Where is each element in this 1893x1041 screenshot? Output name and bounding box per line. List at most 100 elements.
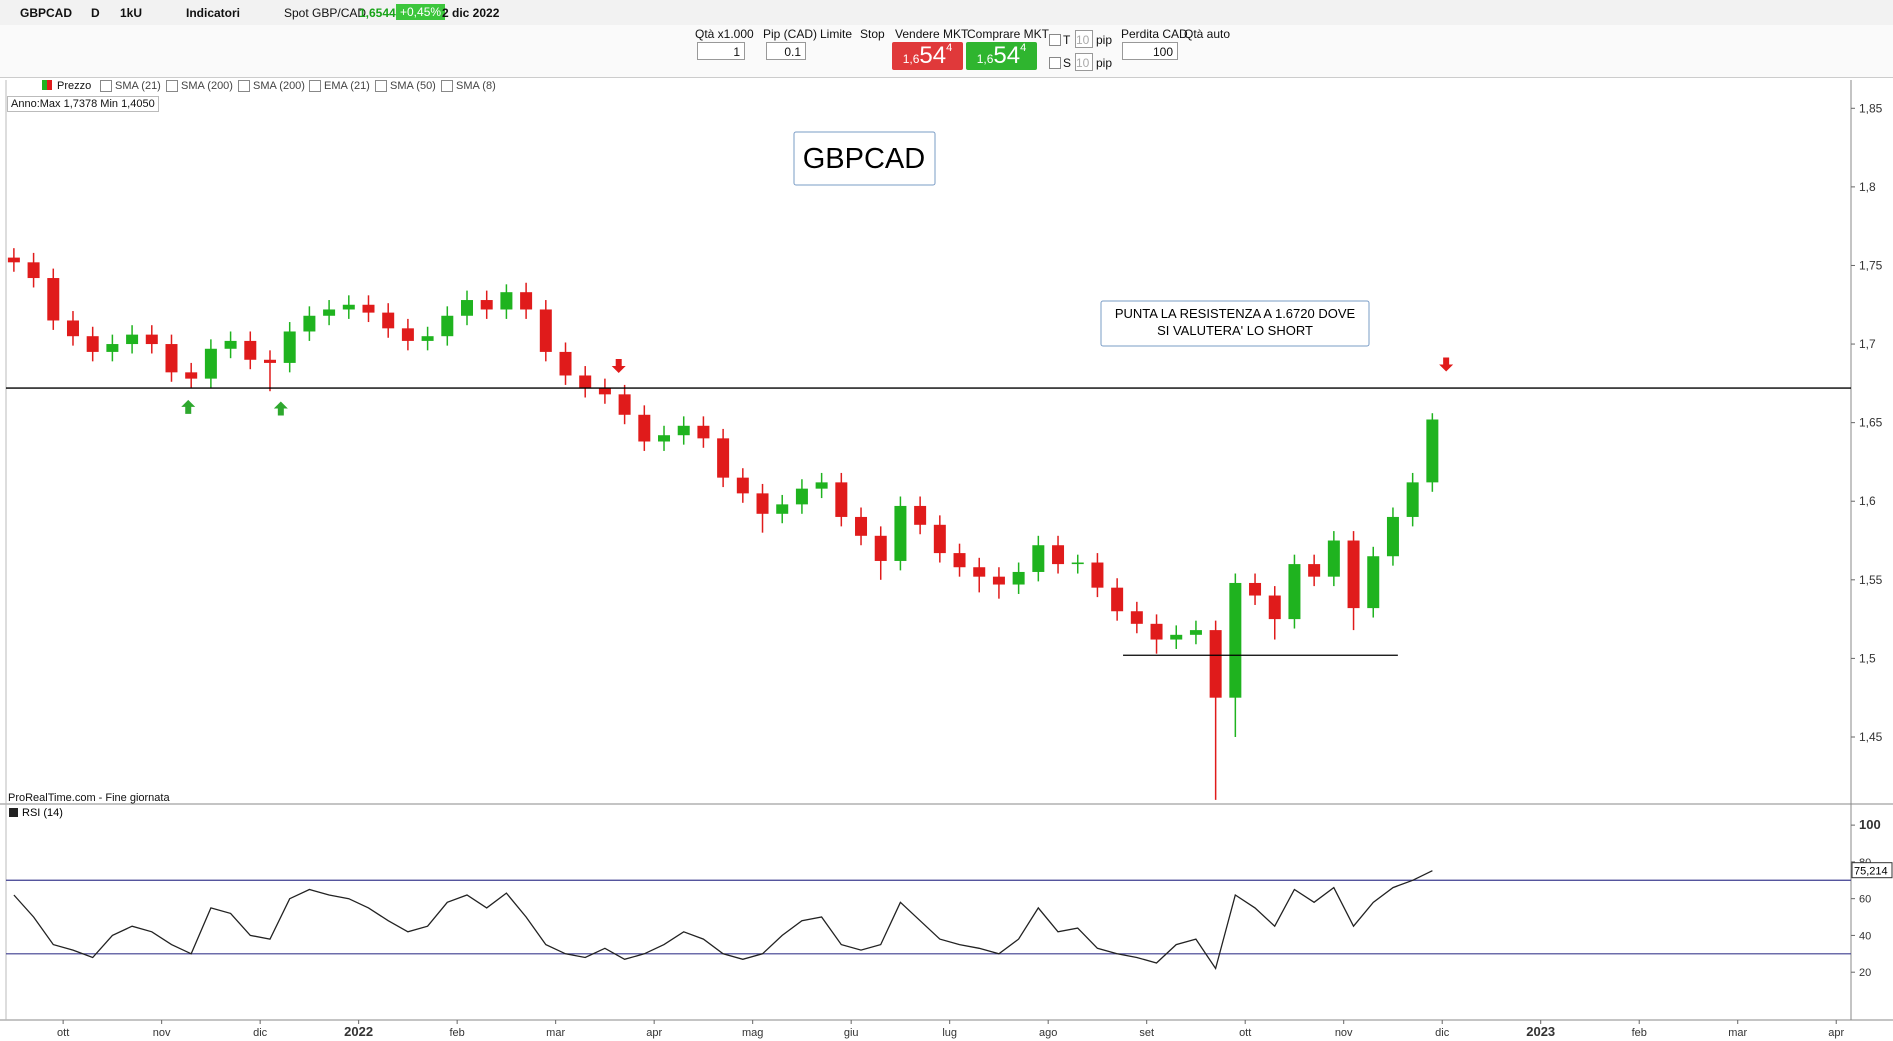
units[interactable]: 1kU bbox=[120, 6, 143, 20]
rsi-line bbox=[13, 870, 1433, 971]
checkbox[interactable] bbox=[238, 80, 250, 92]
chart-title: GBPCAD bbox=[803, 143, 925, 175]
label: pip bbox=[1096, 56, 1113, 70]
t-input[interactable]: 10 bbox=[1075, 30, 1093, 48]
loss-input[interactable]: 100 bbox=[1122, 42, 1178, 60]
period[interactable]: D bbox=[91, 6, 100, 20]
price-big: 54 bbox=[919, 42, 947, 69]
checkbox[interactable] bbox=[309, 80, 321, 92]
candle-body bbox=[815, 482, 828, 489]
candle-body bbox=[1367, 556, 1380, 609]
down-arrow bbox=[1439, 357, 1454, 372]
candle-body bbox=[579, 375, 592, 389]
pip-input[interactable]: 0.1 bbox=[766, 42, 806, 60]
price-prefix: 1,6 bbox=[902, 52, 920, 66]
candle-body bbox=[1347, 540, 1360, 609]
candle-body bbox=[835, 482, 848, 517]
x-tick-label: giu bbox=[844, 1027, 859, 1039]
candle-body bbox=[658, 435, 671, 442]
spot-price: 1,6544 bbox=[359, 6, 396, 20]
candle-body bbox=[1170, 634, 1183, 640]
label: pip bbox=[1096, 33, 1113, 47]
legend-item[interactable]: SMA (8) bbox=[456, 80, 496, 92]
candle-body bbox=[736, 477, 749, 494]
x-tick-label: apr bbox=[1828, 1027, 1844, 1039]
candle-body bbox=[1150, 623, 1163, 640]
legend-item[interactable]: SMA (200) bbox=[181, 80, 233, 92]
candle-body bbox=[1130, 611, 1143, 624]
candle-body bbox=[520, 292, 533, 310]
y-tick-label: 60 bbox=[1859, 894, 1871, 906]
candle-body bbox=[441, 315, 454, 337]
candle-body bbox=[992, 576, 1005, 585]
candle-body bbox=[7, 257, 20, 263]
y-tick-label: 1,85 bbox=[1859, 101, 1883, 115]
x-tick-label: mag bbox=[742, 1027, 763, 1039]
spot-label: Spot GBP/CAD bbox=[284, 6, 367, 20]
x-tick-label: set bbox=[1139, 1027, 1154, 1039]
label[interactable]: Limite bbox=[820, 27, 853, 41]
x-tick-label: apr bbox=[646, 1027, 662, 1039]
candle-body bbox=[323, 309, 336, 316]
candle-body bbox=[1327, 540, 1340, 577]
candle-body bbox=[145, 334, 158, 345]
candle-body bbox=[1249, 582, 1262, 596]
label: S bbox=[1063, 56, 1072, 70]
x-tick-label: nov bbox=[153, 1027, 171, 1039]
y-tick-label: 1,65 bbox=[1859, 416, 1883, 430]
candle-body bbox=[47, 278, 60, 321]
value-badge bbox=[1851, 862, 1893, 879]
legend-item[interactable]: EMA (21) bbox=[324, 80, 370, 92]
order-panel: Qtà x1.000 1 Pip (CAD) 0.1 Limite Stop V… bbox=[0, 25, 1893, 78]
candle-body bbox=[973, 567, 986, 577]
sell-button[interactable]: 1,6544 bbox=[892, 42, 963, 70]
checkbox[interactable] bbox=[441, 80, 453, 92]
label: T bbox=[1063, 33, 1071, 47]
label: Pip (CAD) bbox=[763, 27, 818, 41]
x-tick-label: 2022 bbox=[344, 1024, 373, 1039]
checkbox[interactable] bbox=[1049, 34, 1061, 46]
source: ProRealTime.com - Fine giornata bbox=[8, 792, 170, 804]
s-input[interactable]: 10 bbox=[1075, 53, 1093, 71]
candle-body bbox=[342, 304, 355, 310]
checkbox[interactable] bbox=[1049, 57, 1061, 69]
x-tick-label: ago bbox=[1039, 1027, 1057, 1039]
candle-body bbox=[874, 535, 887, 561]
range-info: Anno:Max 1,7378 Min 1,4050 bbox=[7, 96, 159, 112]
candle-body bbox=[795, 488, 808, 505]
checkbox[interactable] bbox=[375, 80, 387, 92]
legend-item[interactable]: SMA (21) bbox=[115, 80, 161, 92]
candle-body bbox=[1012, 571, 1025, 585]
legend-swatch bbox=[9, 808, 18, 817]
label: Vendere MKT bbox=[895, 27, 969, 41]
candle-body bbox=[933, 524, 946, 554]
checkbox[interactable] bbox=[100, 80, 112, 92]
panel-title: RSI (14) bbox=[22, 807, 63, 819]
candle-body bbox=[382, 312, 395, 329]
y-tick-label: 1,75 bbox=[1859, 258, 1883, 272]
legend-item[interactable]: Prezzo bbox=[57, 80, 92, 92]
label[interactable]: Stop bbox=[860, 27, 885, 41]
candle-body bbox=[224, 340, 237, 349]
toolbar: GBPCAD D 1kU Indicatori Spot GBP/CAD 1,6… bbox=[0, 0, 1893, 26]
buy-button[interactable]: 1,6544 bbox=[966, 42, 1037, 70]
price-big: 54 bbox=[993, 42, 1021, 69]
checkbox[interactable] bbox=[166, 80, 178, 92]
indicators-button[interactable]: Indicatori bbox=[186, 6, 241, 20]
candle-body bbox=[165, 344, 178, 373]
y-tick-label: 20 bbox=[1859, 967, 1871, 979]
legend-item[interactable]: SMA (50) bbox=[390, 80, 436, 92]
x-tick-label: mar bbox=[1728, 1027, 1747, 1039]
candle-body bbox=[126, 334, 139, 345]
label: Perdita CAD bbox=[1121, 27, 1188, 41]
candle-body bbox=[461, 300, 474, 316]
candle-body bbox=[1209, 630, 1222, 698]
candle-body bbox=[756, 493, 769, 514]
date: 2 dic 2022 bbox=[442, 6, 500, 20]
candle-body bbox=[1426, 419, 1439, 483]
legend-item[interactable]: SMA (200) bbox=[253, 80, 305, 92]
symbol[interactable]: GBPCAD bbox=[20, 6, 73, 20]
label: Comprare MKT bbox=[967, 27, 1050, 41]
qty-input[interactable]: 1 bbox=[697, 42, 745, 60]
